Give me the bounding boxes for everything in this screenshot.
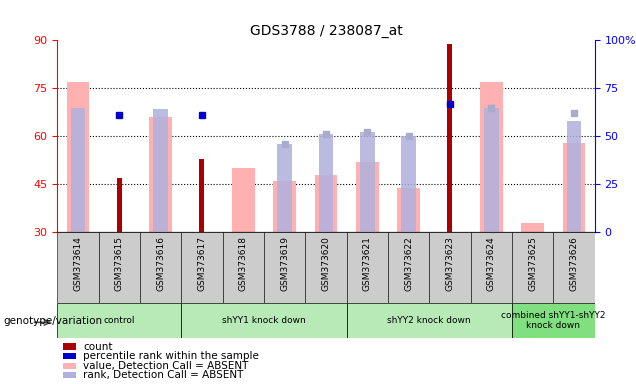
Text: GSM373615: GSM373615	[114, 236, 124, 291]
Title: GDS3788 / 238087_at: GDS3788 / 238087_at	[249, 24, 403, 38]
Bar	[388, 232, 429, 303]
Bar	[512, 232, 553, 303]
Bar	[62, 343, 76, 349]
Bar	[484, 108, 499, 232]
Text: count: count	[83, 341, 113, 352]
Bar	[62, 372, 76, 379]
Bar	[149, 117, 172, 232]
Bar	[360, 132, 375, 232]
Text: shYY1 knock down: shYY1 knock down	[222, 316, 306, 325]
Bar	[67, 82, 89, 232]
Bar	[512, 303, 595, 338]
Text: GSM373619: GSM373619	[280, 236, 289, 291]
Bar	[347, 303, 512, 338]
Bar	[117, 178, 121, 232]
Text: GSM373621: GSM373621	[363, 236, 372, 291]
Bar	[305, 232, 347, 303]
Text: shYY2 knock down: shYY2 knock down	[387, 316, 471, 325]
Bar	[448, 43, 452, 232]
Bar	[57, 303, 181, 338]
Text: GSM373616: GSM373616	[156, 236, 165, 291]
Bar	[315, 175, 337, 232]
Text: combined shYY1-shYY2
knock down: combined shYY1-shYY2 knock down	[501, 311, 605, 330]
Text: GSM373625: GSM373625	[528, 236, 537, 291]
Bar	[319, 134, 333, 232]
Bar	[553, 232, 595, 303]
Bar	[71, 108, 85, 232]
Bar	[480, 82, 502, 232]
Bar	[401, 136, 416, 232]
Text: value, Detection Call = ABSENT: value, Detection Call = ABSENT	[83, 361, 249, 371]
Bar	[563, 143, 585, 232]
Text: GSM373618: GSM373618	[238, 236, 248, 291]
Bar	[567, 121, 581, 232]
Bar	[232, 168, 254, 232]
Text: percentile rank within the sample: percentile rank within the sample	[83, 351, 259, 361]
Bar	[200, 159, 204, 232]
Bar	[153, 109, 168, 232]
Text: genotype/variation: genotype/variation	[3, 316, 102, 326]
Text: GSM373620: GSM373620	[321, 236, 331, 291]
Bar	[99, 232, 140, 303]
Bar	[429, 232, 471, 303]
Bar	[273, 181, 296, 232]
Bar	[181, 303, 347, 338]
Text: control: control	[104, 316, 135, 325]
Text: GSM373614: GSM373614	[73, 236, 83, 291]
Bar	[398, 187, 420, 232]
Bar	[223, 232, 264, 303]
Bar	[264, 232, 305, 303]
Bar	[57, 232, 99, 303]
Bar	[356, 162, 378, 232]
Text: GSM373626: GSM373626	[569, 236, 579, 291]
Text: GSM373622: GSM373622	[404, 236, 413, 291]
Bar	[522, 223, 544, 232]
Bar	[277, 144, 292, 232]
Bar	[62, 362, 76, 369]
Bar	[347, 232, 388, 303]
Text: GSM373617: GSM373617	[197, 236, 207, 291]
Bar	[471, 232, 512, 303]
Bar	[140, 232, 181, 303]
Bar	[62, 353, 76, 359]
Text: GSM373624: GSM373624	[487, 236, 496, 291]
Text: rank, Detection Call = ABSENT: rank, Detection Call = ABSENT	[83, 370, 244, 381]
Bar	[181, 232, 223, 303]
Text: GSM373623: GSM373623	[445, 236, 455, 291]
